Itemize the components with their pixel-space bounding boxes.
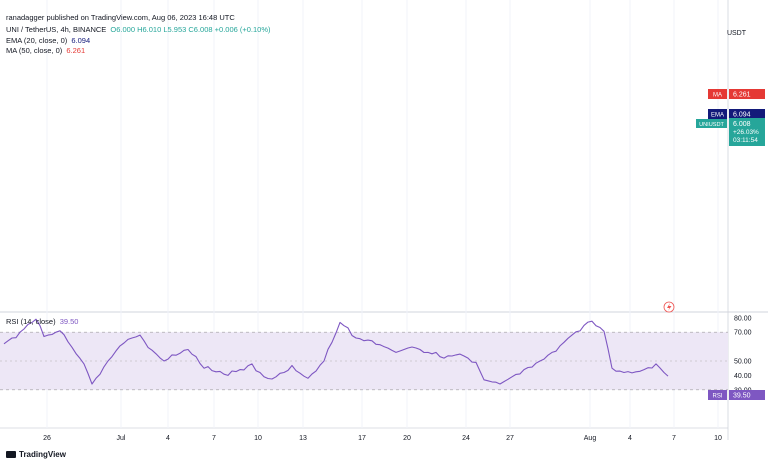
time-tick-label: 4	[628, 435, 632, 442]
time-tick-label: 4	[166, 435, 170, 442]
ema-legend-value: 6.094	[71, 36, 91, 45]
ema-badge-label-box	[708, 109, 727, 119]
time-tick-label: 24	[462, 435, 470, 442]
ema-badge-label: EMA	[711, 113, 724, 119]
time-tick-label: Aug	[584, 435, 597, 442]
time-tick-label: 17	[358, 435, 366, 442]
published-line: ranadagger published on TradingView.com,…	[6, 13, 235, 22]
rsi-tick-label: 80.00	[734, 315, 752, 322]
time-tick-label: 26	[43, 435, 51, 442]
tradingview-logo-icon	[6, 451, 16, 458]
rsi-tick-label: 70.00	[734, 330, 752, 337]
time-tick-label: 7	[212, 435, 216, 442]
ma-badge: MA 6.261	[708, 89, 765, 99]
rsi-badge-label: RSI	[712, 394, 722, 400]
rsi-line	[3, 318, 669, 385]
price-badge: UNIUSDT 6.008+26.03%03:11:54	[696, 118, 765, 146]
rsi-tick-label: 40.00	[734, 373, 752, 380]
ma-badge-value-box	[729, 89, 765, 99]
rsi-badge-value-box	[729, 390, 765, 400]
price-badge-change: +26.03%	[733, 129, 759, 136]
rsi-legend[interactable]: RSI (14, close) 39.50	[6, 317, 80, 327]
rsi-tick-label: 50.00	[734, 359, 752, 366]
ma-legend[interactable]: MA (50, close, 0) 6.261	[6, 46, 87, 56]
tradingview-logo[interactable]: TradingView	[6, 450, 66, 459]
tradingview-brand: TradingView	[19, 450, 66, 459]
price-badge-value-box	[729, 118, 765, 146]
rsi-legend-value: 39.50	[59, 317, 79, 326]
time-tick-label: 20	[403, 435, 411, 442]
price-badge-label: UNIUSDT	[699, 122, 724, 128]
rsi-legend-label: RSI (14, close)	[6, 317, 56, 326]
price-badge-label-box	[696, 119, 727, 128]
ma-badge-label: MA	[713, 93, 722, 99]
time-tick-label: 10	[714, 435, 722, 442]
ema-badge-value: 6.094	[733, 112, 751, 119]
alert-icon	[663, 301, 675, 313]
symbol-label: UNI / TetherUS, 4h, BINANCE	[6, 25, 107, 34]
time-tick-label: 13	[299, 435, 307, 442]
ema-legend-label: EMA (20, close, 0)	[6, 36, 68, 45]
symbol-line: UNI / TetherUS, 4h, BINANCE O6.000 H6.01…	[6, 25, 273, 35]
price-badge-timer: 03:11:54	[733, 137, 758, 144]
time-tick-label: 27	[506, 435, 514, 442]
rsi-badge-value: 39.50	[733, 393, 751, 400]
ma-badge-label-box	[708, 89, 727, 99]
ema-legend[interactable]: EMA (20, close, 0) 6.094	[6, 36, 92, 46]
time-tick-label: 10	[254, 435, 262, 442]
price-badge-value: 6.008	[733, 121, 751, 128]
currency-label: USDT	[726, 30, 746, 37]
time-tick-label: 7	[672, 435, 676, 442]
ma-badge-value: 6.261	[733, 92, 751, 99]
rsi-badge-label-box	[708, 390, 727, 400]
rsi-badge: RSI 39.50	[708, 390, 765, 400]
ma-legend-value: 6.261	[66, 46, 86, 55]
time-tick-label: Jul	[117, 435, 126, 442]
ma-legend-label: MA (50, close, 0)	[6, 46, 63, 55]
ema-badge: EMA 6.094	[708, 109, 765, 119]
alert-icon-bolt	[667, 303, 672, 311]
ohlc-values: O6.000 H6.010 L5.953 C6.008 +0.006 (+0.1…	[110, 25, 271, 34]
ema-badge-value-box	[729, 109, 765, 119]
